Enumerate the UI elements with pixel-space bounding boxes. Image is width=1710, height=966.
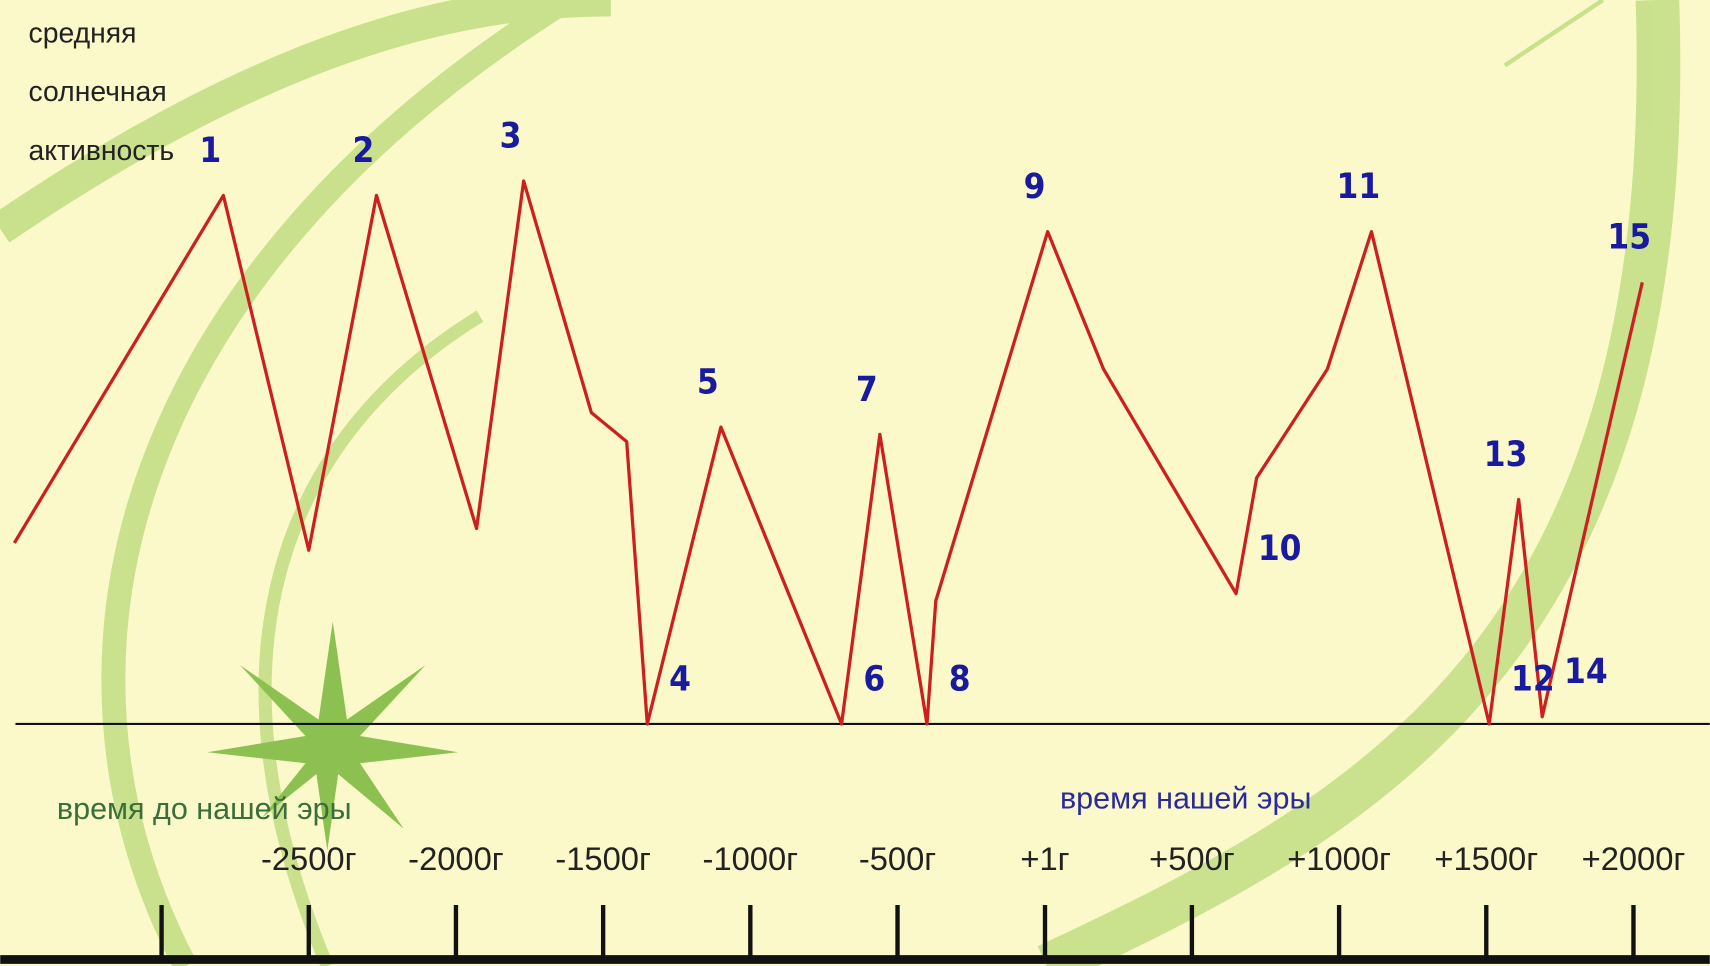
point-label: 5 <box>697 363 719 403</box>
page: {"chart_data": {"type": "line", "ylabel"… <box>0 0 1710 966</box>
x-tick-label: -500г <box>859 840 936 877</box>
point-label: 8 <box>949 659 971 699</box>
point-label: 3 <box>500 116 522 156</box>
x-tick-label: -1500г <box>555 840 651 877</box>
x-tick-label: +1г <box>1020 840 1069 877</box>
point-label: 6 <box>863 659 885 699</box>
point-label: 12 <box>1511 659 1555 699</box>
point-label: 10 <box>1258 529 1302 569</box>
point-label: 1 <box>199 131 221 171</box>
x-tick-label: +1000г <box>1287 840 1391 877</box>
point-label: 7 <box>856 370 878 410</box>
point-label: 11 <box>1337 167 1381 207</box>
x-tick-label: +1500г <box>1434 840 1538 877</box>
y-label: активность <box>29 135 175 167</box>
x-tick-label: +2000г <box>1582 840 1686 877</box>
point-label: 4 <box>669 659 691 699</box>
point-label: 2 <box>352 131 374 171</box>
point-label: 15 <box>1607 218 1651 258</box>
point-label: 14 <box>1564 652 1608 692</box>
y-label: солнечная <box>29 76 167 108</box>
x-tick-label: -1000г <box>703 840 799 877</box>
x-tick-label: +500г <box>1149 840 1235 877</box>
x-tick-label: -2000г <box>408 840 504 877</box>
annotation: время до нашей эры <box>57 792 352 826</box>
x-tick-label: -2500г <box>261 840 357 877</box>
annotation: время нашей эры <box>1060 781 1311 815</box>
point-label: 13 <box>1484 435 1528 475</box>
point-label: 9 <box>1024 167 1046 207</box>
y-label: средняя <box>29 17 137 49</box>
chart: средняя солнечная активность время до на… <box>0 0 1710 966</box>
